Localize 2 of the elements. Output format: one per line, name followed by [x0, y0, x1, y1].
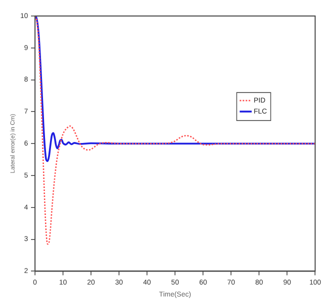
line-series: [34, 16, 316, 162]
line-series: [34, 16, 316, 245]
